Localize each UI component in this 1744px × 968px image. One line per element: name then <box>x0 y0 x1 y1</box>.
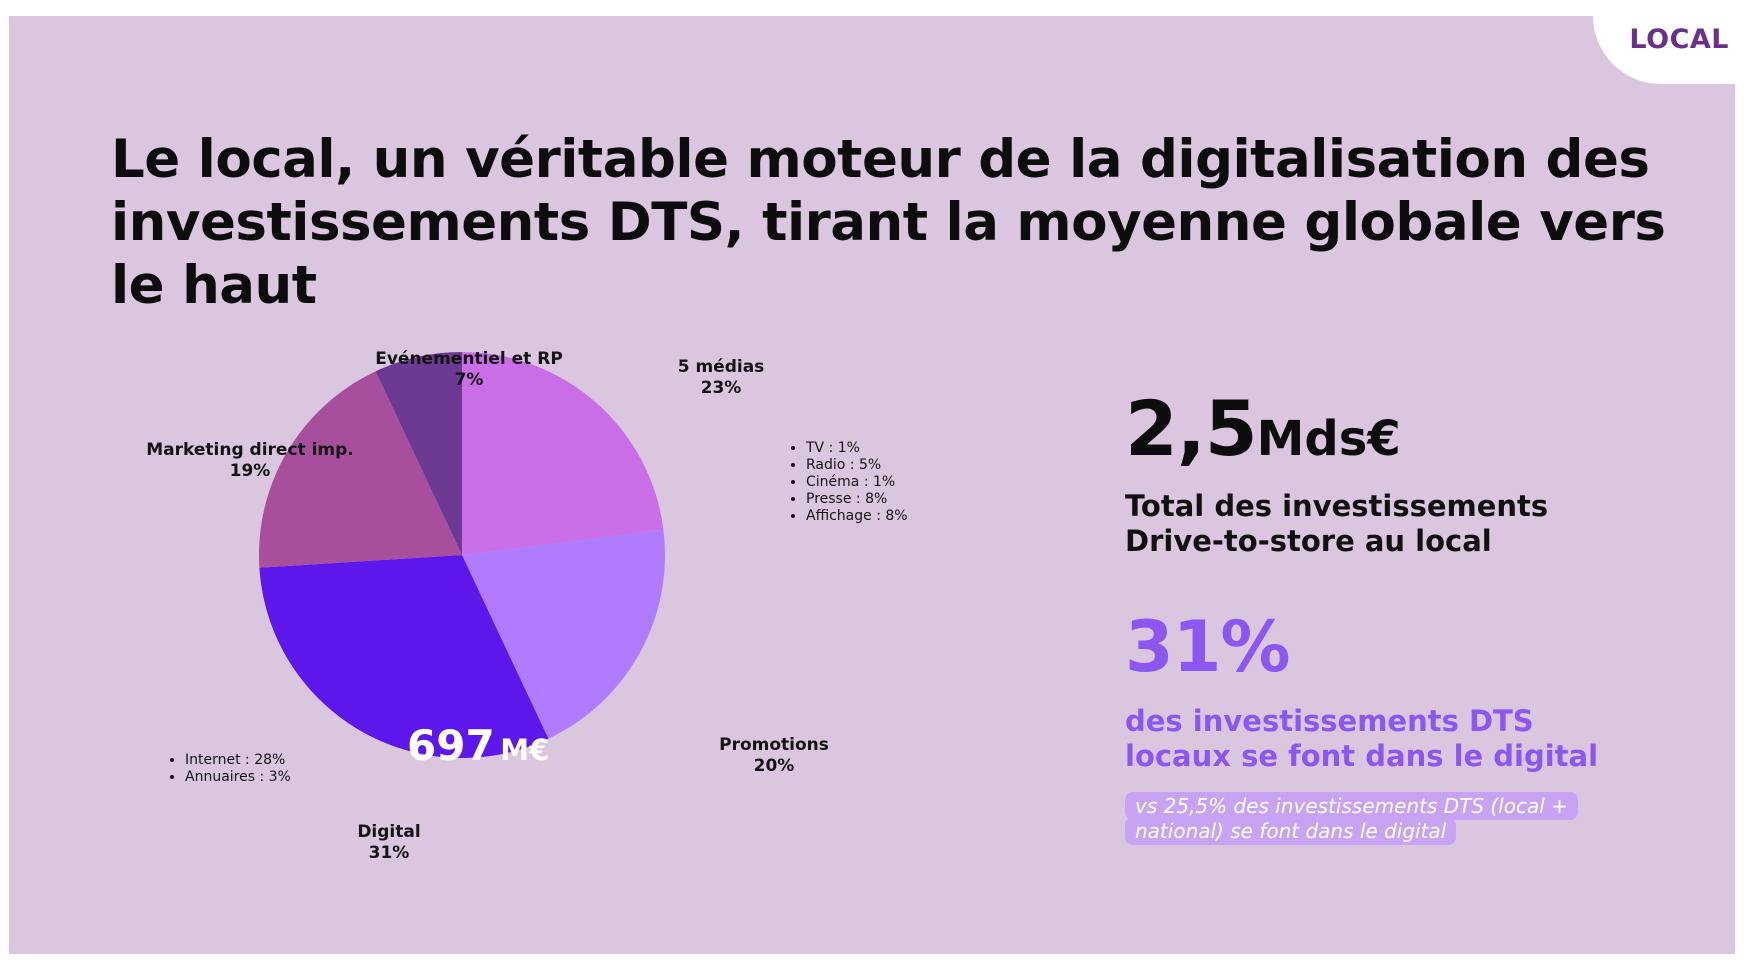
local-tag-label: LOCAL <box>1629 24 1729 55</box>
pie-slice-ev-nementiel-et-rp <box>375 352 462 555</box>
pie-center-unit: M€ <box>500 733 550 767</box>
slice-percent-evenementiel: 7% <box>454 370 484 390</box>
kpi-digital-value: 31% <box>1125 606 1291 688</box>
kpi-digital-note: vs 25,5% des investissements DTS (local … <box>1125 792 1605 845</box>
medias-breakdown-item: Affichage : 8% <box>806 508 908 525</box>
slice-percent-promotions: 20% <box>753 756 795 776</box>
slice-label-promotions: Promotions 20% <box>699 735 849 777</box>
slice-name-digital: Digital <box>357 822 421 842</box>
slide-title: Le local, un véritable moteur de la digi… <box>111 129 1666 316</box>
pie-center-value: 697 M€ <box>407 721 549 770</box>
pie-chart <box>259 352 665 758</box>
digital-breakdown-item: Annuaires : 3% <box>185 769 291 786</box>
kpi-total-value: 2,5 <box>1125 384 1258 473</box>
slice-percent-digital: 31% <box>368 843 410 863</box>
medias-breakdown-item: Radio : 5% <box>806 457 908 474</box>
digital-breakdown-item: Internet : 28% <box>185 752 291 769</box>
medias-breakdown-item: Cinéma : 1% <box>806 474 908 491</box>
kpi-total-unit: Mds€ <box>1256 411 1401 467</box>
slide: LOCAL Le local, un véritable moteur de l… <box>9 16 1735 954</box>
slice-name-5-medias: 5 médias <box>677 357 765 377</box>
pie-slice-marketing-direct-imp <box>259 371 462 568</box>
medias-breakdown-list: TV : 1% Radio : 5% Cinéma : 1% Presse : … <box>788 440 908 525</box>
slice-label-5-medias: 5 médias 23% <box>646 357 796 399</box>
slice-label-digital: Digital 31% <box>314 822 464 864</box>
medias-breakdown-item: TV : 1% <box>806 440 908 457</box>
slice-percent-marketing-direct: 19% <box>229 461 271 481</box>
kpi-digital-description: des investissements DTS locaux se font d… <box>1125 704 1599 773</box>
medias-breakdown-item: Presse : 8% <box>806 491 908 508</box>
digital-breakdown-list: Internet : 28% Annuaires : 3% <box>167 752 291 786</box>
kpi-total: 2,5Mds€ <box>1125 384 1401 473</box>
slice-label-marketing-direct: Marketing direct imp. 19% <box>135 440 365 482</box>
kpi-digital-note-text: vs 25,5% des investissements DTS (local … <box>1125 792 1578 845</box>
slice-name-marketing-direct: Marketing direct imp. <box>146 440 354 460</box>
slice-name-evenementiel: Evénementiel et RP <box>375 349 563 369</box>
slice-name-promotions: Promotions <box>719 735 829 755</box>
slice-percent-5-medias: 23% <box>700 378 742 398</box>
pie-slice-promotions <box>462 529 665 739</box>
slice-label-evenementiel: Evénementiel et RP 7% <box>354 349 584 391</box>
pie-slice-digital <box>259 555 549 758</box>
pie-slice-5-m-dias <box>462 352 664 555</box>
kpi-total-description: Total des investissements Drive-to-store… <box>1125 489 1549 558</box>
pie-center-number: 697 <box>407 721 495 770</box>
